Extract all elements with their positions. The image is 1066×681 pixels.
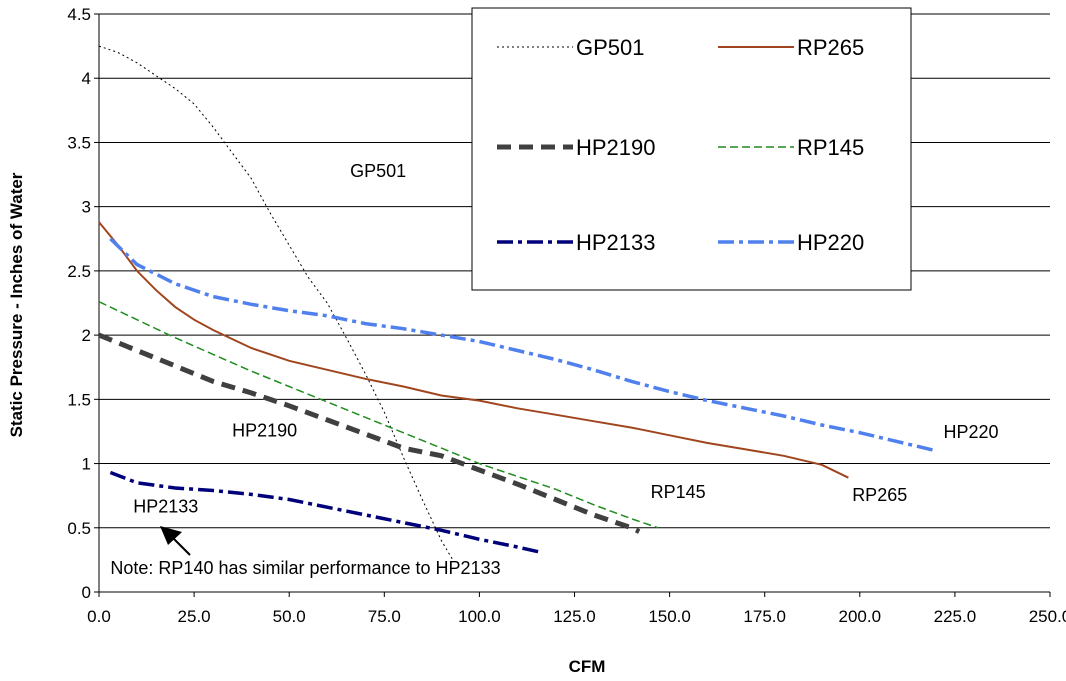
- series-line-gp501: [98, 45, 454, 561]
- annotations: GP501 HP2190 HP2133 RP145 RP265 HP220 Note: RP…: [110, 161, 998, 578]
- x-tick-label: 25.0: [178, 607, 211, 626]
- x-tick-label: 200.0: [839, 607, 882, 626]
- y-tick-label: 3.5: [67, 133, 91, 152]
- legend: GP501 RP265 HP2190 RP145 HP2133 HP220: [471, 7, 912, 291]
- note-arrow-line: [171, 536, 191, 556]
- annotation-label: HP2133: [133, 496, 198, 516]
- x-tick-label: 250.0: [1029, 607, 1066, 626]
- x-axis-title: CFM: [569, 657, 606, 676]
- y-tick-label: 3: [82, 198, 91, 217]
- legend-label-hp2190: HP2190: [576, 135, 656, 160]
- x-tick-label: 225.0: [934, 607, 977, 626]
- x-tick-label: 100.0: [458, 607, 501, 626]
- y-tick-labels: 0 0.5 1 1.5 2 2.5 3 3.5 4 4.5: [67, 5, 99, 602]
- x-tick-label: 75.0: [368, 607, 401, 626]
- series-line-hp2133: [109, 470, 541, 554]
- series-line-hp220: [109, 237, 937, 453]
- legend-label-rp145: RP145: [797, 135, 864, 160]
- y-tick-label: 4.5: [67, 5, 91, 24]
- y-tick-label: 0: [82, 583, 91, 602]
- y-tick-label: 1: [82, 455, 91, 474]
- legend-label-rp265: RP265: [797, 35, 864, 60]
- x-tick-labels: 0.0 25.0 50.0 75.0 100.0 125.0 150.0 175.0 200.0…: [87, 592, 1066, 626]
- annotation-label: RP265: [852, 485, 907, 505]
- legend-label-hp220: HP220: [797, 230, 864, 255]
- x-tick-label: 175.0: [743, 607, 786, 626]
- y-tick-label: 1.5: [67, 390, 91, 409]
- series-line-hp2190: [98, 332, 641, 534]
- note-arrow-head: [160, 526, 182, 545]
- y-tick-label: 4: [82, 69, 91, 88]
- y-tick-label: 0.5: [67, 519, 91, 538]
- legend-label-gp501: GP501: [576, 35, 645, 60]
- series-lines: [98, 45, 937, 561]
- y-tick-label: 2: [82, 326, 91, 345]
- annotation-label: HP2190: [232, 421, 297, 441]
- x-tick-label: 125.0: [553, 607, 596, 626]
- y-tick-label: 2.5: [67, 262, 91, 281]
- x-tick-label: 0.0: [87, 607, 111, 626]
- series-line-rp145: [98, 301, 659, 529]
- annotation-label: RP145: [651, 482, 706, 502]
- x-tick-label: 150.0: [648, 607, 691, 626]
- annotation-label: GP501: [350, 161, 406, 181]
- legend-label-hp2133: HP2133: [576, 230, 656, 255]
- annotation-label: Note: RP140 has similar performance to H…: [110, 558, 500, 578]
- y-axis-title: Static Pressure - Inches of Water: [7, 172, 26, 437]
- series-line-rp265: [98, 221, 849, 479]
- annotation-label: HP220: [943, 422, 998, 442]
- x-tick-label: 50.0: [273, 607, 306, 626]
